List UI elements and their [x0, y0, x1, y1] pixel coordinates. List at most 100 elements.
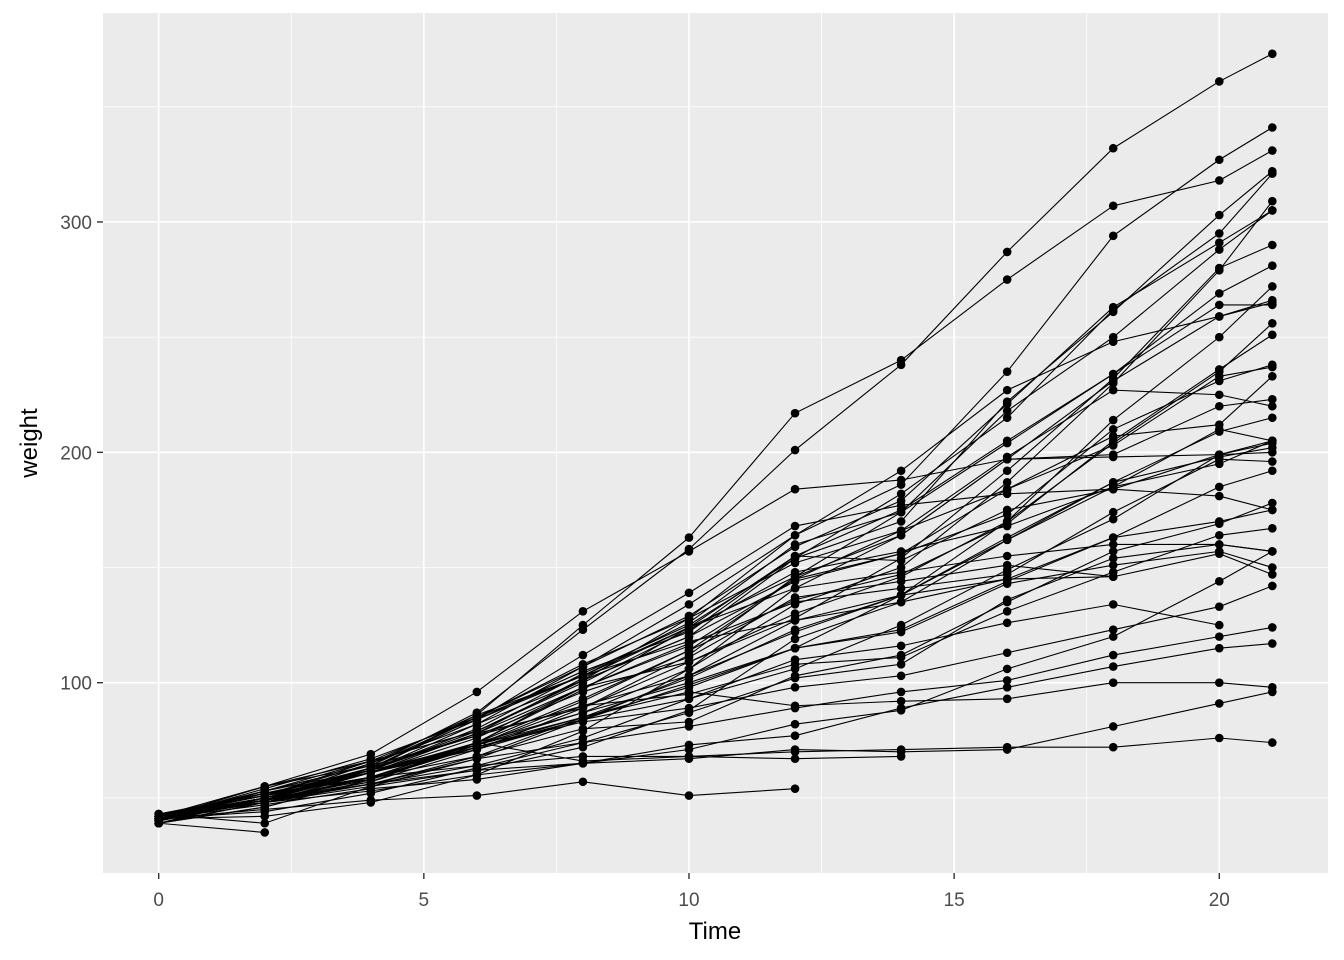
data-point	[366, 754, 376, 764]
data-point	[1108, 572, 1118, 582]
data-point	[578, 777, 588, 787]
data-point	[578, 742, 588, 752]
data-point	[472, 775, 482, 784]
data-point	[1214, 229, 1224, 238]
data-point	[1214, 733, 1224, 743]
data-point	[154, 814, 163, 823]
data-point	[1108, 514, 1118, 524]
data-point	[896, 659, 906, 669]
data-point	[1268, 330, 1277, 340]
data-point	[1002, 676, 1012, 685]
data-point	[578, 678, 588, 688]
data-point	[1108, 742, 1118, 752]
data-point	[1002, 535, 1012, 545]
data-point	[1268, 261, 1277, 271]
data-point	[1214, 238, 1224, 247]
data-point	[260, 784, 270, 793]
data-point	[1108, 231, 1118, 241]
data-point	[1108, 632, 1118, 641]
data-point	[1002, 397, 1012, 406]
data-point	[578, 712, 588, 722]
axis-ticks	[97, 221, 1220, 879]
data-point	[1002, 367, 1012, 377]
data-point	[896, 556, 906, 565]
data-point	[366, 779, 376, 789]
data-point	[896, 526, 906, 535]
data-point	[1268, 505, 1277, 515]
series-line-43	[158, 451, 1273, 817]
x-tick-label: 0	[153, 890, 164, 911]
data-point	[1268, 206, 1277, 215]
data-point	[790, 530, 800, 540]
data-point	[1108, 385, 1118, 395]
data-point	[1002, 477, 1012, 487]
series-line-30	[158, 550, 1273, 817]
data-point	[1108, 201, 1118, 211]
data-point	[1268, 401, 1277, 411]
x-tick-label: 5	[419, 890, 430, 911]
data-point	[1268, 49, 1277, 59]
data-point	[1214, 424, 1224, 434]
data-point	[1268, 547, 1277, 556]
data-point	[790, 703, 800, 713]
data-point	[684, 600, 694, 609]
series-line-48	[158, 170, 1273, 824]
data-point	[1268, 563, 1277, 572]
data-point	[578, 659, 588, 669]
data-point	[684, 683, 694, 692]
data-point	[1214, 620, 1224, 630]
series-layer	[158, 53, 1273, 833]
y-tick-label: 200	[60, 443, 92, 464]
data-point	[896, 583, 906, 593]
data-point	[1214, 643, 1224, 653]
data-point	[1002, 406, 1012, 416]
data-point	[790, 583, 800, 593]
data-point	[1268, 240, 1277, 250]
data-point	[684, 689, 694, 699]
data-point	[790, 408, 800, 418]
data-point	[896, 627, 906, 637]
data-point	[896, 466, 906, 476]
data-point	[1002, 694, 1012, 704]
data-point	[578, 724, 588, 734]
data-point	[1214, 155, 1224, 165]
data-point	[1214, 289, 1224, 298]
data-point	[1268, 395, 1277, 404]
series-line-45	[158, 458, 1273, 820]
data-point	[1214, 176, 1224, 185]
data-point	[1002, 484, 1012, 494]
data-point	[684, 740, 694, 750]
tick-labels: 0 5 10 15 20 100 200 300	[60, 213, 1230, 911]
data-point	[1108, 482, 1118, 492]
data-point	[1108, 650, 1118, 660]
data-point	[790, 731, 800, 740]
data-point	[896, 517, 906, 526]
data-point	[1002, 570, 1012, 579]
data-point	[1108, 452, 1118, 462]
data-point	[1268, 372, 1277, 381]
data-point	[684, 717, 694, 727]
data-point	[1268, 166, 1277, 176]
data-point	[790, 551, 800, 561]
series-line-18	[158, 822, 265, 833]
series-line-47	[158, 428, 1273, 820]
data-point	[1268, 581, 1277, 591]
data-point	[1002, 560, 1012, 570]
data-point	[1268, 196, 1277, 206]
data-point	[790, 597, 800, 607]
data-point	[790, 634, 800, 644]
data-point	[1214, 577, 1224, 586]
data-point	[1108, 431, 1118, 441]
data-point	[684, 620, 694, 630]
data-point	[578, 606, 588, 616]
x-axis-title: Time	[689, 918, 741, 945]
series-line-42	[158, 265, 1273, 817]
data-point	[1214, 454, 1224, 464]
data-point	[578, 756, 588, 766]
data-point	[896, 687, 906, 697]
data-point	[684, 673, 694, 683]
data-point	[472, 715, 482, 724]
data-point	[578, 703, 588, 713]
series-line-23	[158, 509, 1273, 815]
data-point	[790, 784, 800, 793]
